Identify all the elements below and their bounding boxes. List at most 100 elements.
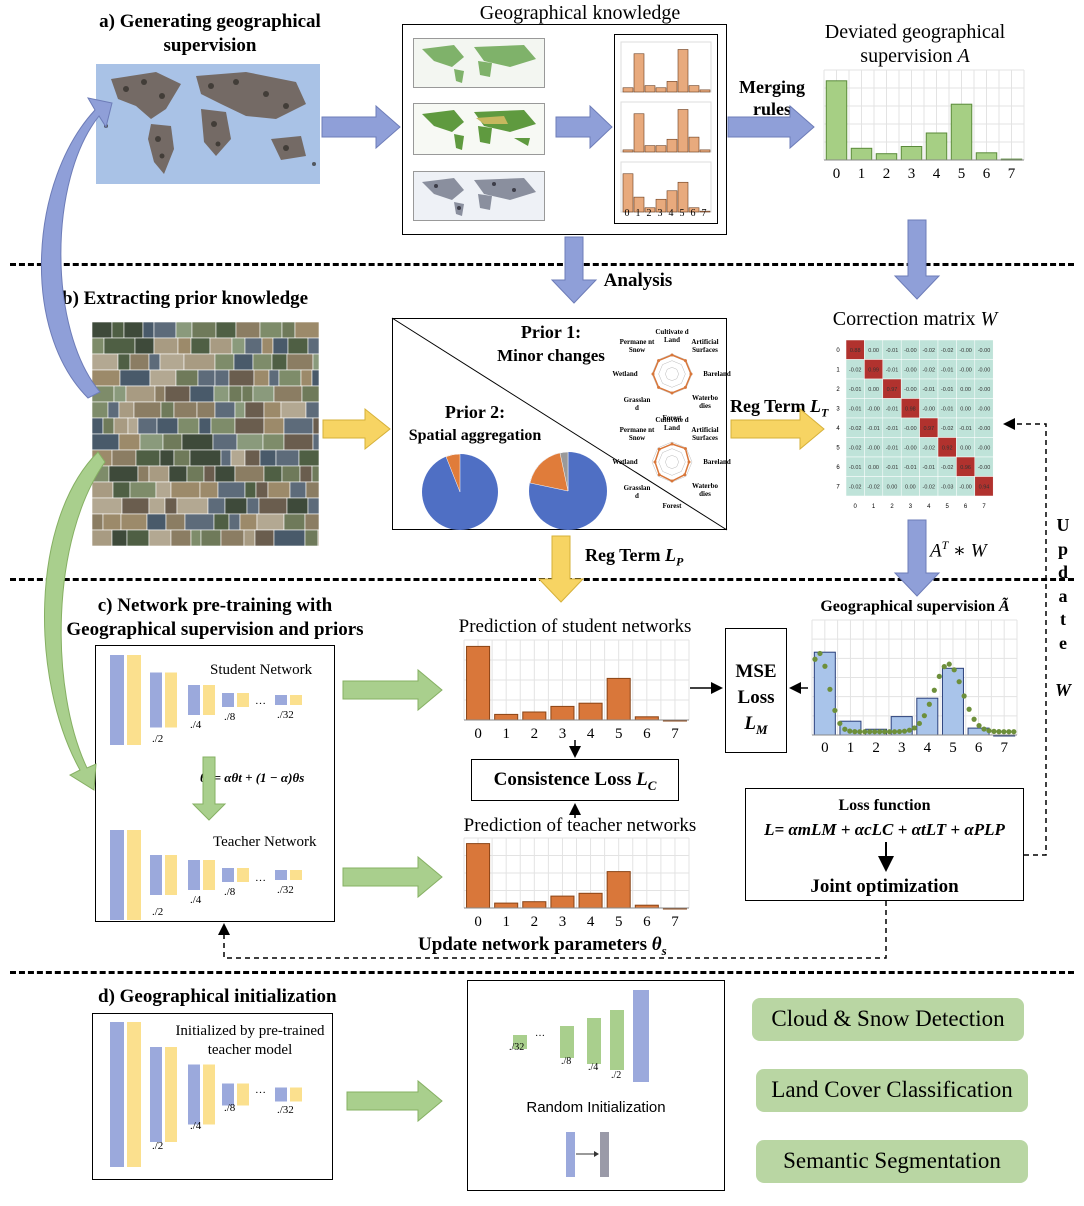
matrix-axis-label: 0 (854, 504, 858, 510)
matrix-cell: 0.00 (887, 484, 898, 490)
correction-matrix: 0.88 0.00 -0.01 -0.00 -0.02 -0.02 -0.00 -0.00 -0… (830, 338, 1000, 513)
small-tick: 7 (699, 208, 709, 219)
scale-label: ./8 (224, 711, 235, 723)
matrix-cell: -0.02 (941, 348, 954, 354)
tick-label: 1 (840, 740, 860, 757)
curve-point (887, 729, 892, 734)
curve-point (1001, 729, 1006, 734)
matrix-cell: -0.02 (923, 348, 936, 354)
world-photo-map (96, 64, 320, 184)
matrix-cell: 0.88 (850, 348, 861, 354)
pie-chart-1 (420, 452, 500, 532)
curve-point (962, 693, 967, 698)
curve-point (897, 729, 902, 734)
arrow-priors-down (539, 536, 583, 602)
matrix-cell: -0.00 (978, 445, 991, 451)
bar (876, 154, 897, 160)
curve-point (872, 729, 877, 734)
tick-label: 6 (637, 914, 657, 931)
matrix-cell: 0.92 (942, 445, 953, 451)
matrix-cell: -0.00 (959, 484, 972, 490)
tick-label: 7 (994, 740, 1014, 757)
matrix-axis-label: 7 (982, 504, 986, 510)
matrix-cell: -0.01 (941, 387, 954, 393)
curve-point (967, 707, 972, 712)
scale-label: ./2 (152, 1140, 163, 1152)
encoder-block (188, 860, 200, 890)
curve-point (927, 702, 932, 707)
student-prediction-chart (464, 640, 689, 720)
land-map-2 (413, 103, 545, 155)
encoder-block (203, 1065, 215, 1125)
matrix-cell: -0.00 (904, 387, 917, 393)
matrix-cell: -0.02 (849, 426, 862, 432)
matrix-cell: -0.01 (867, 426, 880, 432)
curve-point (867, 729, 872, 734)
tick-label: 6 (969, 740, 989, 757)
bar (495, 903, 518, 908)
radar-label: Surfaces (692, 346, 718, 354)
scale-label: ./2 (152, 906, 163, 918)
hist-bar (656, 146, 666, 152)
hist-bar (634, 54, 644, 92)
deviated-ticks: 01234567 (824, 166, 1024, 186)
matrix-cell: -0.00 (959, 367, 972, 373)
matrix-cell: -0.00 (904, 445, 917, 451)
tick-label: 4 (581, 726, 601, 743)
small-histograms (614, 34, 718, 224)
small-hist-ticks: 0 1 2 3 4 5 6 7 (622, 208, 712, 222)
pretrained-network-diagram: ./2 ./4 ./8… ./32 (110, 1022, 330, 1172)
bar (851, 148, 872, 160)
radar-label: d (635, 404, 639, 412)
encoder-block (290, 870, 302, 880)
matrix-cell: -0.01 (886, 348, 899, 354)
matrix-cell: -0.02 (849, 484, 862, 490)
matrix-cell: 0.00 (905, 484, 916, 490)
ema-formula: θt = αθt + (1 − α)θs (200, 770, 340, 786)
tick-label: 0 (815, 740, 835, 757)
radar-label: d (635, 492, 639, 500)
encoder-block (275, 695, 287, 705)
matrix-cell: -0.00 (904, 367, 917, 373)
matrix-axis-label: 7 (836, 484, 840, 490)
matrix-axis-label: 3 (909, 504, 913, 510)
tick-label: 5 (952, 166, 972, 183)
tick-label: 1 (496, 914, 516, 931)
encoder-block (188, 685, 200, 715)
geo-sup-title: Geographical supervision Ã (790, 598, 1040, 616)
matrix-axis-label: 0 (836, 348, 840, 354)
decoder-block (560, 1026, 574, 1058)
radar-label: Grasslan (624, 396, 651, 404)
encoder-block (203, 860, 215, 890)
radar-label: Land (664, 424, 680, 432)
radar-label: dies (699, 490, 711, 498)
tick-label: 3 (902, 166, 922, 183)
student-prediction-ticks: 01234567 (464, 726, 689, 746)
scale-label: ./32 (277, 884, 294, 896)
bar (579, 703, 602, 720)
curve-point (1011, 729, 1016, 734)
curve-point (857, 729, 862, 734)
arrow-deviated-to-matrix (895, 220, 939, 299)
curve-point (971, 717, 976, 722)
matrix-axis-label: 6 (964, 504, 968, 510)
matrix-cell: -0.00 (867, 445, 880, 451)
hist-bar (645, 146, 655, 152)
scale-label: … (255, 872, 266, 884)
curve-point (917, 721, 922, 726)
bar (523, 902, 546, 908)
matrix-cell: -0.01 (923, 465, 936, 471)
curve-point (947, 662, 952, 667)
matrix-cell: -0.00 (978, 465, 991, 471)
bar (467, 646, 490, 720)
encoder-block (237, 868, 249, 882)
pie-chart-2 (527, 450, 609, 532)
hist-bar (623, 174, 633, 212)
small-tick: 0 (622, 208, 632, 219)
radar-label: Artificial (691, 426, 718, 434)
matrix-cell: 0.00 (868, 465, 879, 471)
bar (607, 872, 630, 908)
curve-point (981, 726, 986, 731)
bar (523, 712, 546, 720)
scale-label: ./4 (190, 719, 201, 731)
